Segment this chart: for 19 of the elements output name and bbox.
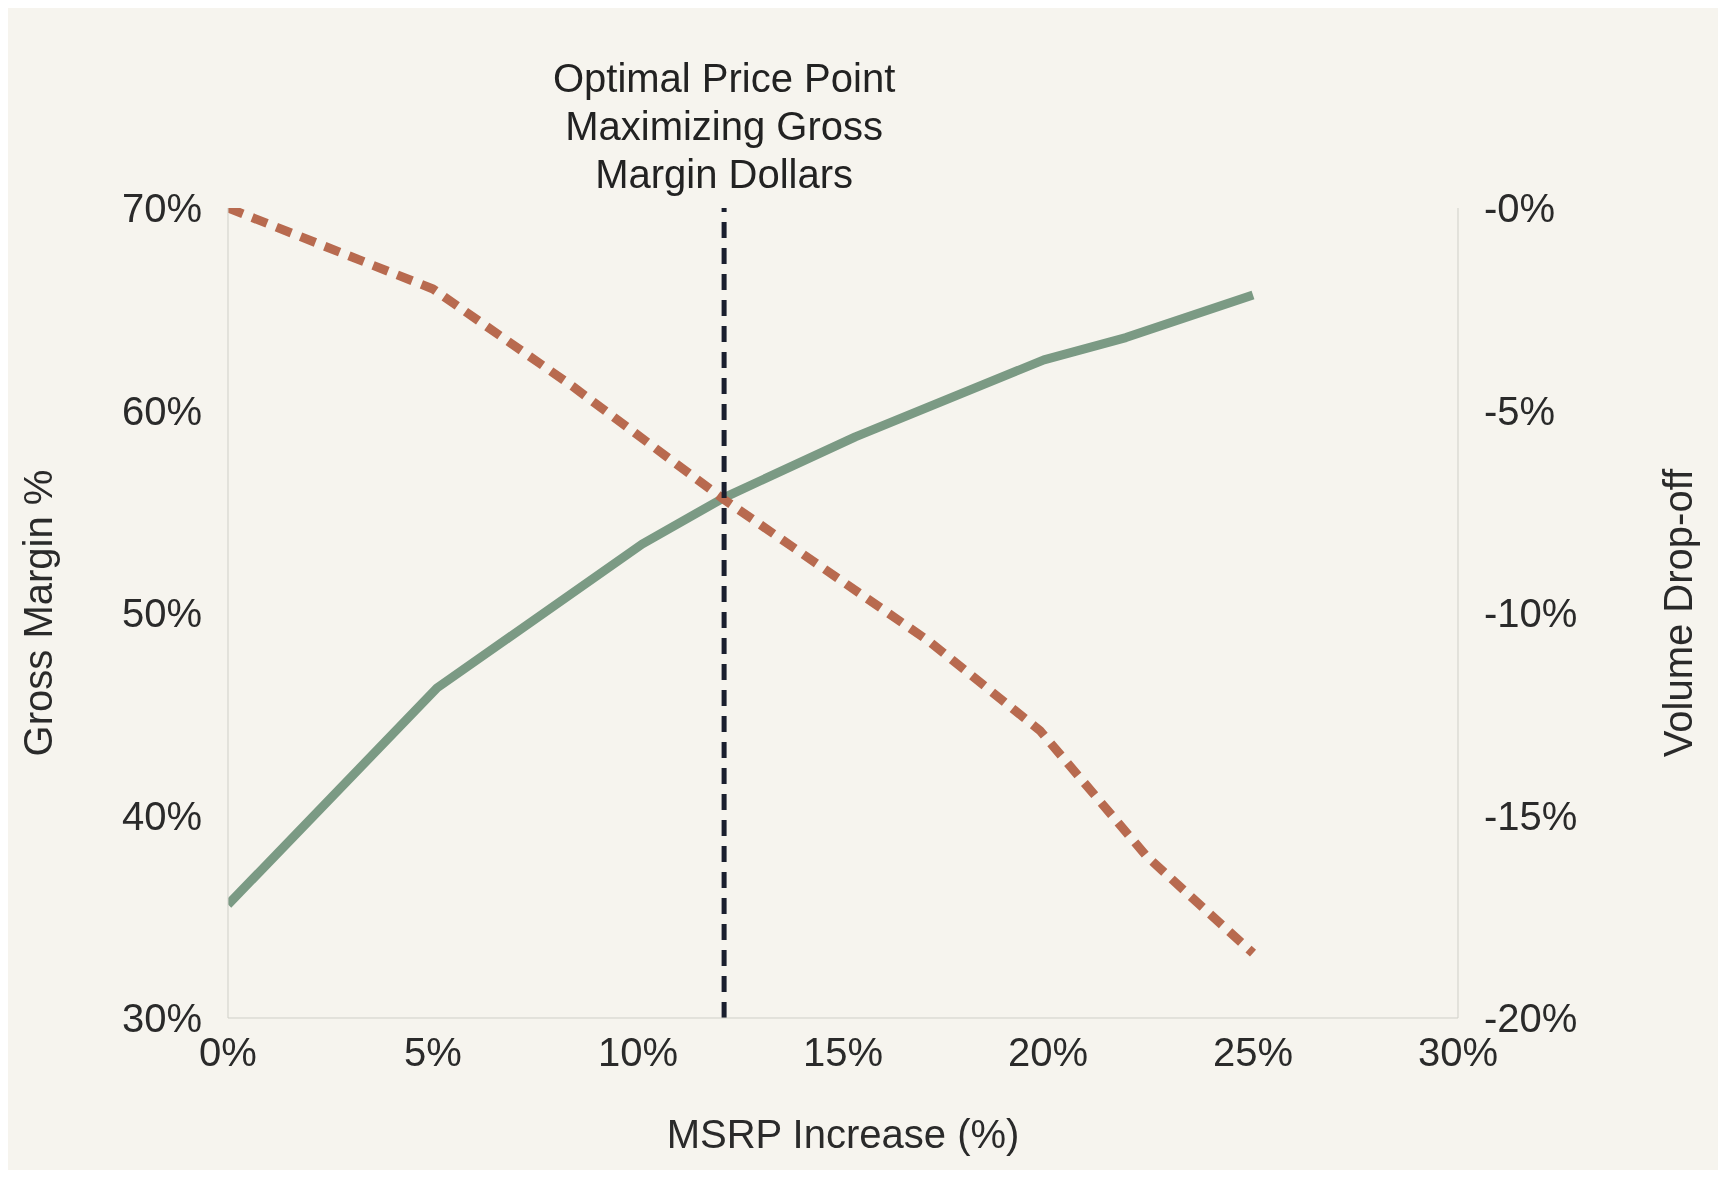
y2-tick-label: -10% <box>1484 591 1578 636</box>
y-axis-title: Gross Margin % <box>16 469 61 757</box>
y-tick-label: 70% <box>121 186 202 231</box>
x-tick-label: 20% <box>1007 1030 1089 1075</box>
y2-axis-title: Volume Drop-off <box>1656 467 1701 758</box>
y2-tick-label: -15% <box>1484 793 1578 838</box>
y2-tick-label: -0% <box>1484 186 1556 231</box>
x-tick-label: 10% <box>597 1030 679 1075</box>
x-tick-label: 25% <box>1212 1030 1294 1075</box>
x-tick-label: 0% <box>199 1030 257 1075</box>
y-tick-label: 60% <box>121 388 202 433</box>
y-tick-label: 50% <box>121 591 202 636</box>
y2-tick-label: -5% <box>1484 388 1556 433</box>
x-tick-label: 15% <box>802 1030 884 1075</box>
x-tick-label: 5% <box>404 1030 462 1075</box>
y-tick-label: 30% <box>121 996 202 1041</box>
x-axis-title: MSRP Increase (%) <box>666 1112 1020 1156</box>
ref-line-label: Optimal Price Point Maximizing Gross Margin Dollars <box>552 56 896 196</box>
y-tick-label: 40% <box>121 793 202 838</box>
